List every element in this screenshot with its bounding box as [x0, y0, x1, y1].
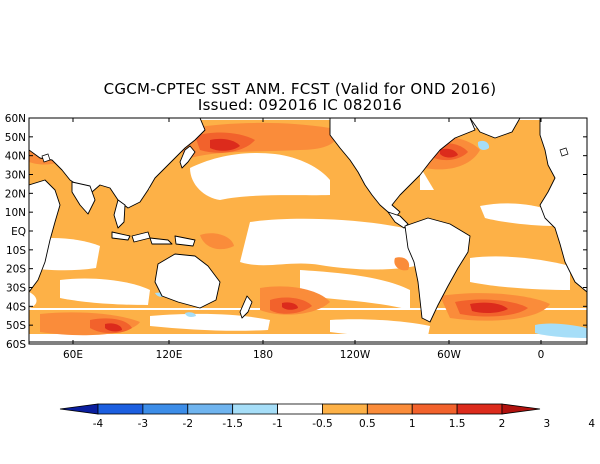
colorbar-segment — [322, 403, 368, 415]
colorbar-label: 1.5 — [449, 418, 466, 430]
lon-label: 180 — [253, 349, 273, 361]
lat-label: 20N — [5, 188, 26, 200]
colorbar-label: -4 — [93, 418, 104, 430]
colorbar-label: 1 — [409, 418, 416, 430]
colorbar-label: 4 — [588, 418, 595, 430]
lat-label: 30N — [5, 170, 26, 182]
axis-ticks — [29, 117, 587, 345]
warm-anomaly-very-strong — [105, 138, 508, 332]
colorbar — [59, 403, 541, 415]
lat-label: EQ — [11, 226, 26, 238]
lat-label: 50N — [5, 132, 26, 144]
inland-water — [41, 147, 569, 163]
colorbar-label: 2 — [499, 418, 506, 430]
colorbar-label: -0.5 — [312, 418, 333, 430]
lat-label: 60N — [5, 113, 26, 125]
neutral-anomaly-regions — [29, 152, 587, 344]
colorbar-segment — [411, 403, 458, 415]
colorbar-segment — [187, 403, 234, 415]
lon-label: 60E — [63, 349, 83, 361]
lon-label: 120W — [340, 349, 371, 361]
colorbar-label: -1 — [272, 418, 282, 430]
colorbar-segment — [456, 403, 503, 415]
lon-label: 0 — [538, 349, 545, 361]
map-title: CGCM-CPTEC SST ANM. FCST (Valid for OND … — [103, 80, 497, 98]
longitude-labels: 60E 120E 180 120W 60W 0 — [63, 349, 544, 361]
lat-label: 40S — [6, 301, 26, 313]
colorbar-label: 3 — [544, 418, 551, 430]
lat-label: 60S — [6, 339, 26, 351]
lat-label: 30S — [6, 283, 26, 295]
colorbar-label: 0.5 — [359, 418, 376, 430]
colorbar-labels: -4 -3 -2 -1.5 -1 -0.5 0.5 1 1.5 2 3 4 — [93, 418, 596, 430]
lat-label: 50S — [6, 320, 26, 332]
colorbar-label: -3 — [138, 418, 148, 430]
colorbar-arrow-left — [59, 403, 99, 415]
colorbar-label: -2 — [183, 418, 193, 430]
latitude-labels: 60N 50N 40N 30N 20N 10N EQ 10S 20S 30S 40S 50S 60S — [5, 113, 27, 351]
colorbar-segment — [142, 403, 189, 415]
colorbar-segment — [232, 403, 278, 415]
lon-label: 120E — [156, 349, 183, 361]
map-subtitle: Issued: 092016 IC 082016 — [197, 96, 403, 114]
colorbar-segment — [277, 403, 323, 415]
lat-label: 40N — [5, 151, 26, 163]
colorbar-segment — [366, 403, 413, 415]
continent-outlines — [29, 118, 587, 344]
lat-label: 20S — [6, 264, 26, 276]
lon-label: 60W — [437, 349, 461, 361]
colorbar-segment — [97, 403, 144, 415]
lat-label: 10S — [6, 245, 26, 257]
colorbar-arrow-right — [501, 403, 541, 415]
colorbar-label: -1.5 — [222, 418, 243, 430]
lat-label: 10N — [5, 207, 26, 219]
anomaly-field — [29, 118, 587, 344]
